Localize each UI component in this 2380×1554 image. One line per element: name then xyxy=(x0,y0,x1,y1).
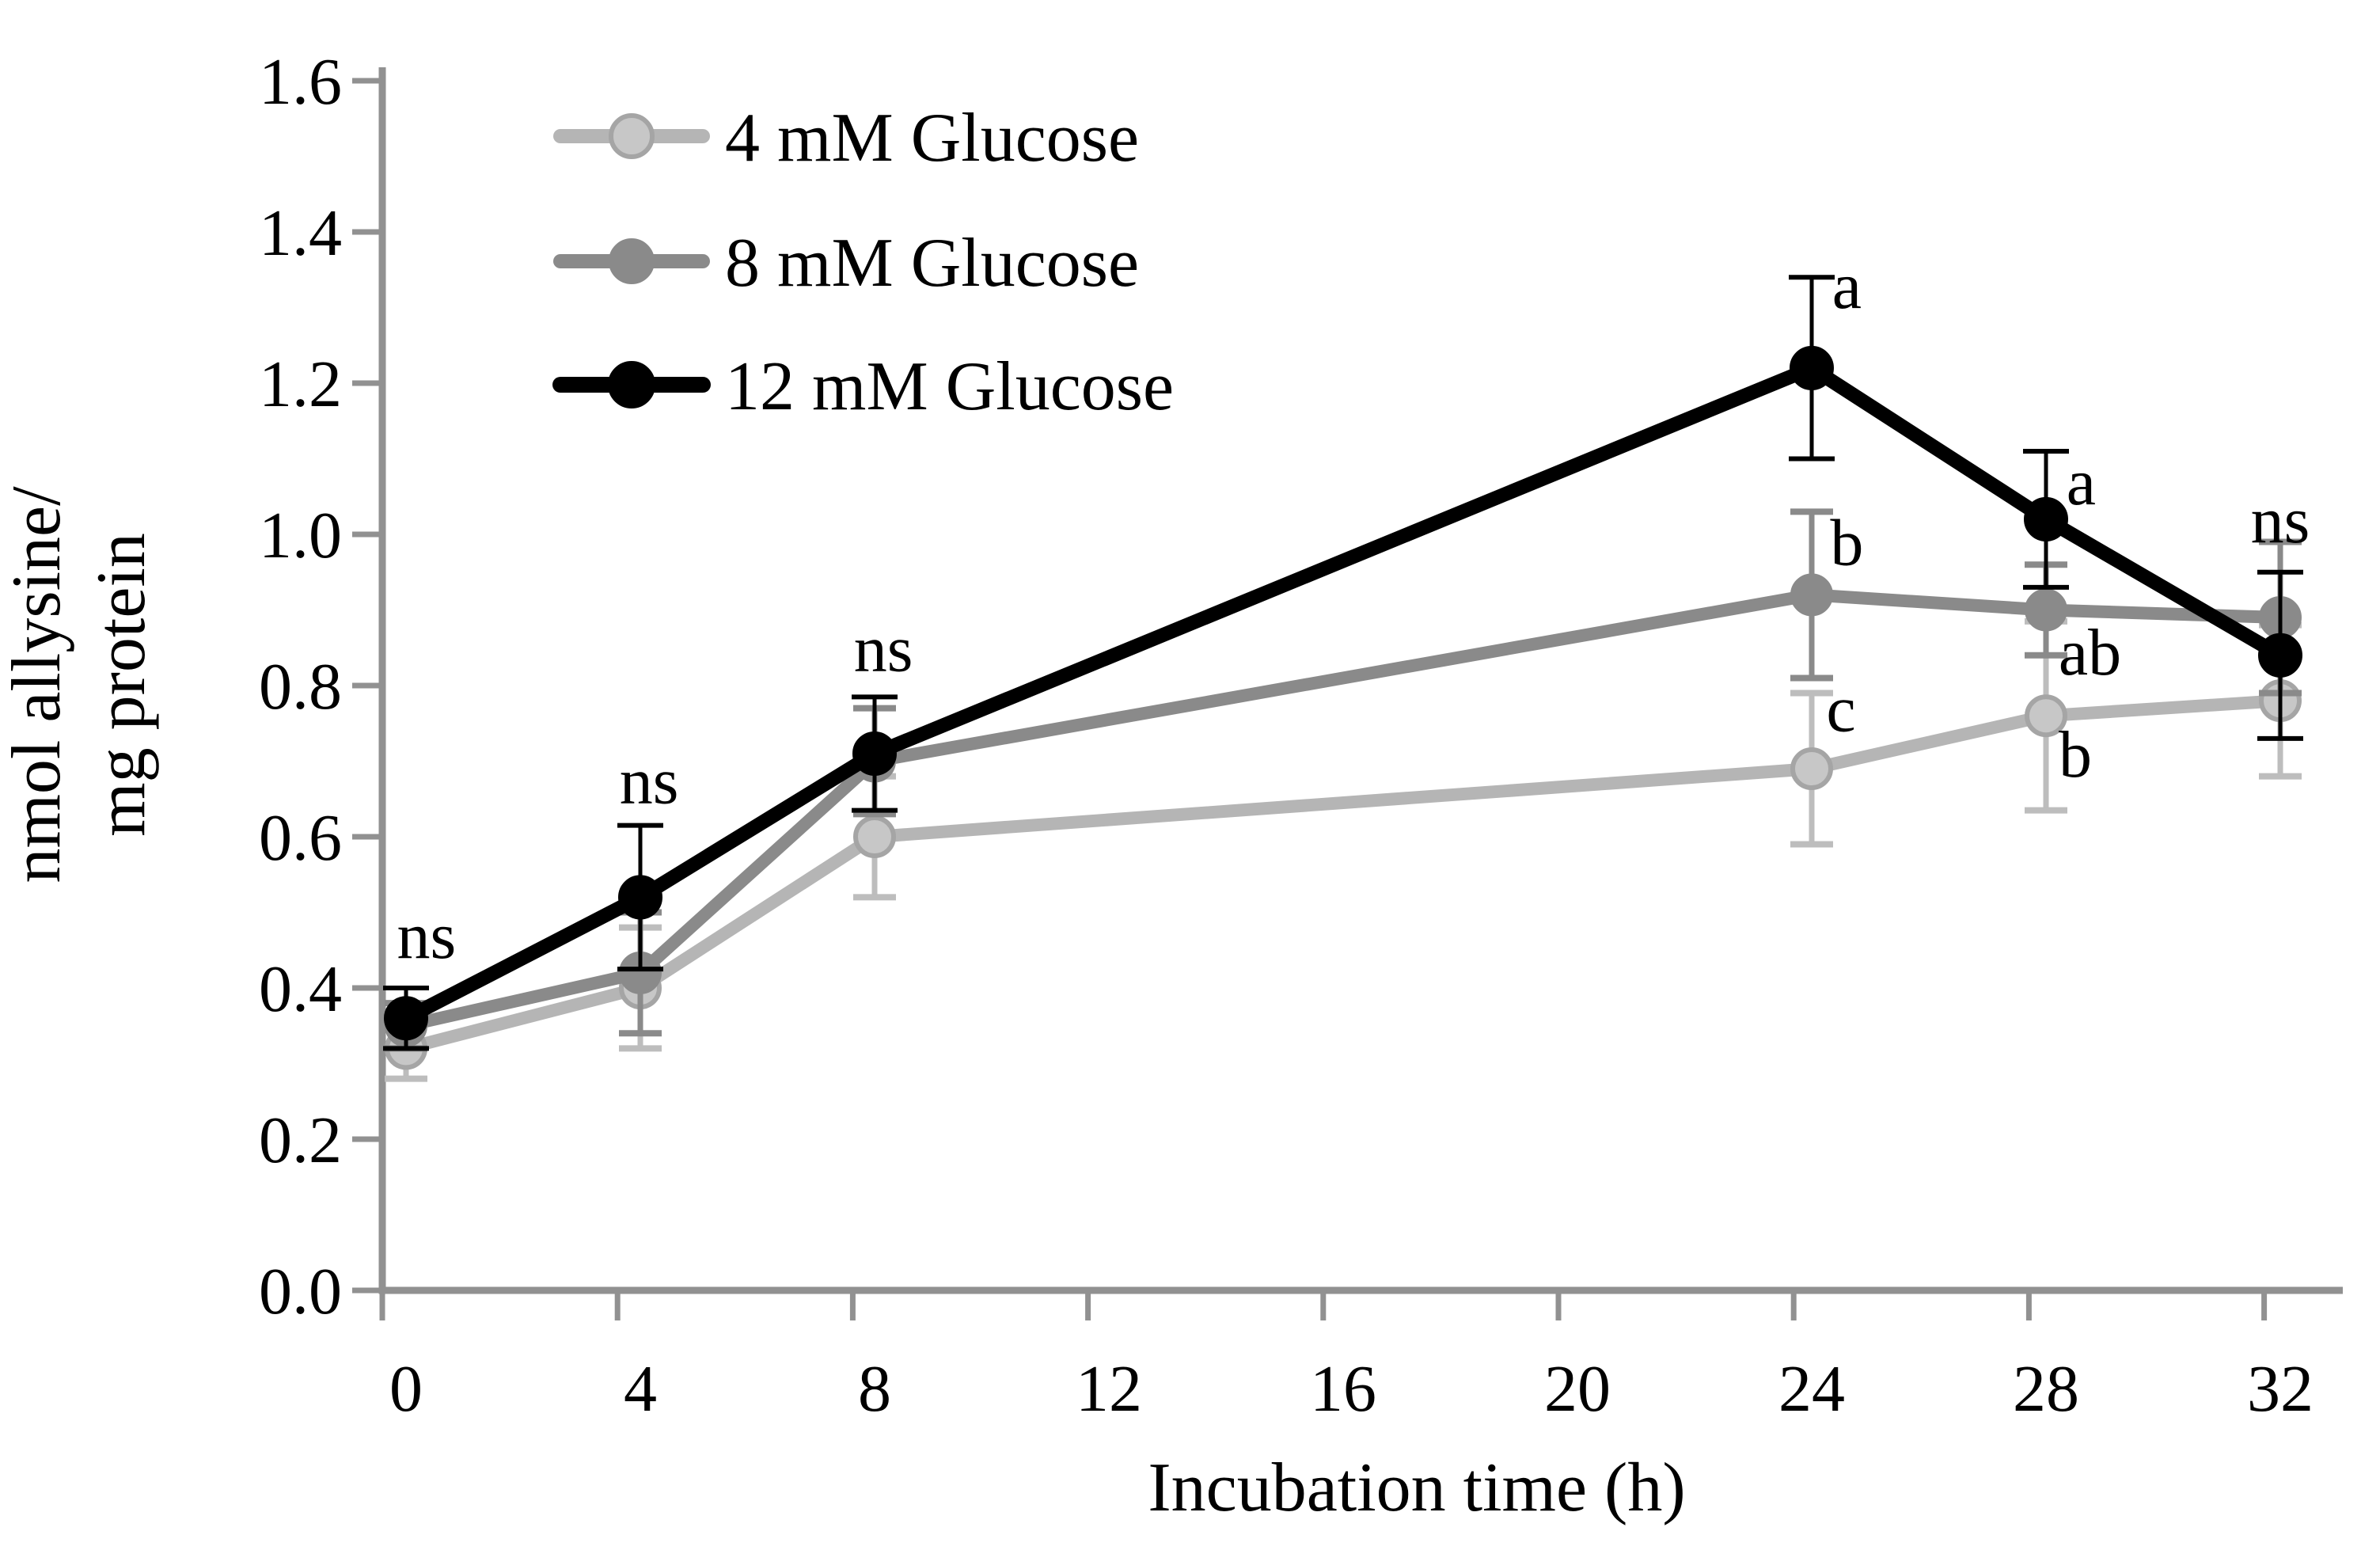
y-tick-label: 0.0 xyxy=(259,1255,342,1328)
significance-label: ab xyxy=(2059,616,2121,690)
y-tick-label: 0.4 xyxy=(259,952,342,1026)
legend-label: 8 mM Glucose xyxy=(725,225,1139,302)
legend-marker-icon xyxy=(609,238,655,284)
significance-label: b xyxy=(2059,718,2092,792)
x-axis-title: Incubation time (h) xyxy=(1148,1450,1685,1526)
data-point xyxy=(2024,496,2068,541)
data-point xyxy=(618,875,662,920)
legend-item: 12 mM Glucose xyxy=(552,348,1174,425)
y-tick-label: 0.2 xyxy=(259,1104,342,1177)
y-tick-label: 1.4 xyxy=(259,196,342,270)
significance-label: ns xyxy=(2251,484,2310,557)
axes xyxy=(378,67,2343,1294)
x-tick-label: 12 xyxy=(1076,1352,1142,1426)
y-tick-label: 1.0 xyxy=(259,499,342,572)
significance-label: a xyxy=(1832,249,1862,323)
data-point xyxy=(1790,573,1833,617)
x-tick-label: 16 xyxy=(1310,1352,1376,1426)
data-point xyxy=(384,996,428,1041)
data-line xyxy=(399,360,2287,1026)
x-tick-label: 28 xyxy=(2013,1352,2079,1426)
x-tick-label: 32 xyxy=(2247,1352,2314,1426)
data-point xyxy=(1790,345,1834,390)
significance-label: ns xyxy=(854,612,913,686)
y-axis-title-line1: nmol allysine/ xyxy=(0,486,75,883)
data-line xyxy=(400,694,2287,1055)
x-tick-label: 8 xyxy=(858,1352,891,1426)
data-point xyxy=(853,815,896,858)
x-tick-label: 0 xyxy=(389,1352,423,1426)
legend-marker-icon xyxy=(609,113,655,159)
y-axis-title-line2: mg protein xyxy=(83,533,160,837)
legend: 4 mM Glucose 8 mM Glucose 12 mM Glucose xyxy=(552,100,1174,425)
data-point xyxy=(2258,633,2302,678)
data-point xyxy=(1790,747,1833,791)
y-tick-label: 1.2 xyxy=(259,348,342,421)
x-tick-label: 24 xyxy=(1778,1352,1845,1426)
legend-label: 4 mM Glucose xyxy=(725,100,1139,177)
legend-item: 8 mM Glucose xyxy=(553,225,1139,302)
series-12-mm-glucose xyxy=(383,275,2303,1051)
data-line xyxy=(400,588,2287,1032)
y-tick-label: 1.6 xyxy=(259,45,342,119)
legend-item: 4 mM Glucose xyxy=(553,100,1139,177)
significance-label: a xyxy=(2067,446,2096,519)
significance-label: ns xyxy=(620,744,679,818)
significance-label: ns xyxy=(397,899,457,973)
significance-label: b xyxy=(1830,507,1863,580)
x-tick-label: 4 xyxy=(624,1352,657,1426)
legend-label: 12 mM Glucose xyxy=(725,348,1174,425)
data-point xyxy=(2025,588,2067,632)
y-tick-label: 0.8 xyxy=(259,650,342,724)
significance-label: c xyxy=(1826,673,1855,747)
legend-marker-icon xyxy=(608,361,655,408)
data-point xyxy=(852,731,897,776)
y-tick-label: 0.6 xyxy=(259,801,342,875)
data-point xyxy=(2025,694,2067,738)
x-tick-label: 20 xyxy=(1544,1352,1611,1426)
